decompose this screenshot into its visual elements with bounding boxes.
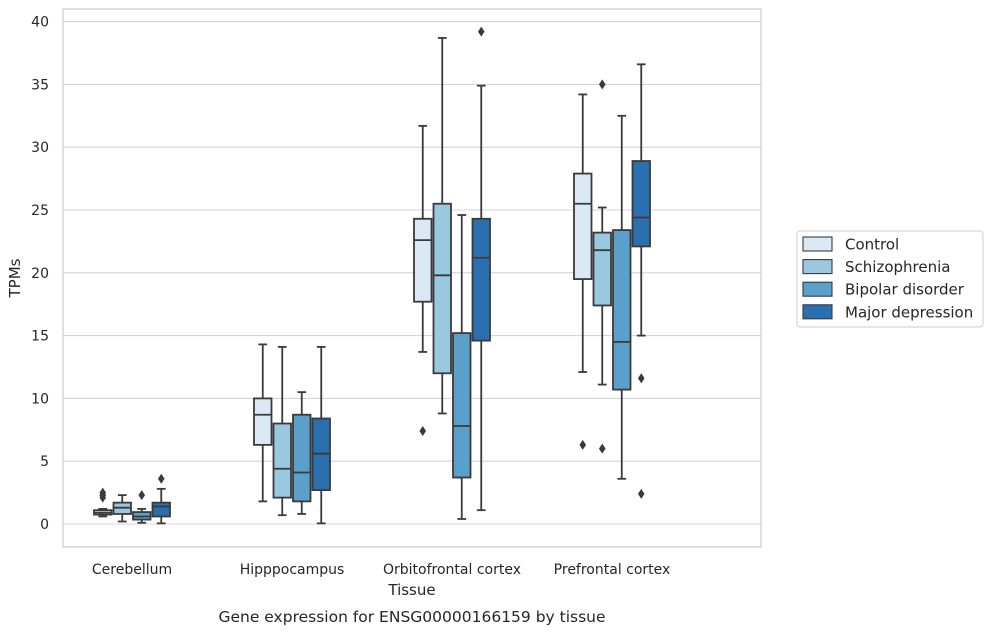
outlier-point: [637, 488, 645, 499]
outlier-point: [157, 473, 165, 484]
box: [253, 343, 273, 503]
legend-frame: [796, 230, 984, 328]
box-iqr: [573, 172, 593, 280]
y-tick-labels: 0 5 10 15 20 25 30 35 40: [31, 15, 49, 533]
box-iqr: [471, 217, 491, 342]
box: [612, 114, 632, 480]
legend-label: Major depression: [845, 303, 973, 321]
y-tick-label: 35: [31, 77, 49, 93]
legend-item: Schizophrenia: [802, 258, 950, 276]
box: [132, 490, 152, 524]
x-tick-label: Orbitofrontal cortex: [383, 562, 521, 578]
legend-label: Schizophrenia: [845, 258, 950, 276]
legend-item: Major depression: [802, 303, 973, 321]
box: [292, 391, 312, 515]
y-tick-label: 5: [40, 454, 49, 470]
y-tick-label: 10: [31, 391, 49, 407]
box: [573, 93, 593, 450]
legend-swatch: [802, 281, 833, 297]
box: [151, 473, 171, 525]
outlier-point: [637, 373, 645, 384]
box-iqr: [292, 413, 312, 503]
box: [631, 63, 651, 499]
outlier-point: [477, 26, 485, 37]
box-group: [573, 63, 651, 499]
x-axis-label: Tissue: [387, 581, 435, 599]
box-iqr: [631, 160, 651, 248]
x-tick-labels: Cerebellum Hipppocampus Orbitofrontal cort…: [92, 562, 670, 578]
plot-frame: [62, 8, 762, 548]
box: [452, 214, 472, 520]
box: [413, 124, 433, 437]
box: [112, 494, 132, 523]
box-iqr: [592, 231, 612, 307]
box-group: [413, 26, 491, 520]
box-iqr: [452, 332, 472, 479]
legend-swatch: [802, 236, 833, 252]
y-tick-label: 25: [31, 203, 49, 219]
y-tick-label: 15: [31, 329, 49, 345]
y-tick-label: 20: [31, 266, 49, 282]
legend-label: Bipolar disorder: [845, 281, 965, 299]
box-iqr: [151, 501, 171, 518]
y-tick-label: 0: [40, 517, 49, 533]
box: [432, 37, 452, 415]
box: [592, 79, 612, 454]
outlier-point: [598, 79, 606, 90]
box: [272, 346, 292, 517]
box-iqr: [612, 229, 632, 391]
chart-caption: Gene expression for ENSG00000166159 by t…: [218, 608, 605, 626]
box: [93, 487, 113, 518]
legend-swatch: [802, 304, 833, 320]
outlier-point: [598, 443, 606, 454]
legend-item: Control: [802, 236, 899, 254]
legend-swatch: [802, 259, 833, 275]
box-group: [93, 473, 171, 525]
box: [471, 26, 491, 512]
gridlines: [63, 21, 761, 525]
box-groups: [93, 26, 651, 525]
box-iqr: [272, 422, 292, 499]
y-tick-label: 30: [31, 140, 49, 156]
box-group: [253, 343, 331, 525]
legend: Control Schizophrenia Bipolar disorder Majo…: [796, 230, 984, 328]
box: [311, 346, 331, 525]
y-axis-label: TPMs: [6, 258, 24, 298]
legend-label: Control: [845, 236, 899, 254]
y-tick-label: 40: [31, 15, 49, 31]
x-tick-label: Hipppocampus: [240, 562, 345, 578]
legend-item: Bipolar disorder: [802, 281, 965, 299]
box-iqr: [253, 397, 273, 446]
x-tick-label: Cerebellum: [92, 562, 172, 578]
outlier-point: [138, 490, 146, 501]
outlier-point: [419, 426, 427, 437]
box-iqr: [432, 202, 452, 375]
x-tick-label: Prefrontal cortex: [554, 562, 671, 578]
outlier-point: [579, 439, 587, 450]
box-iqr: [413, 217, 433, 303]
outlier-point: [99, 487, 107, 498]
